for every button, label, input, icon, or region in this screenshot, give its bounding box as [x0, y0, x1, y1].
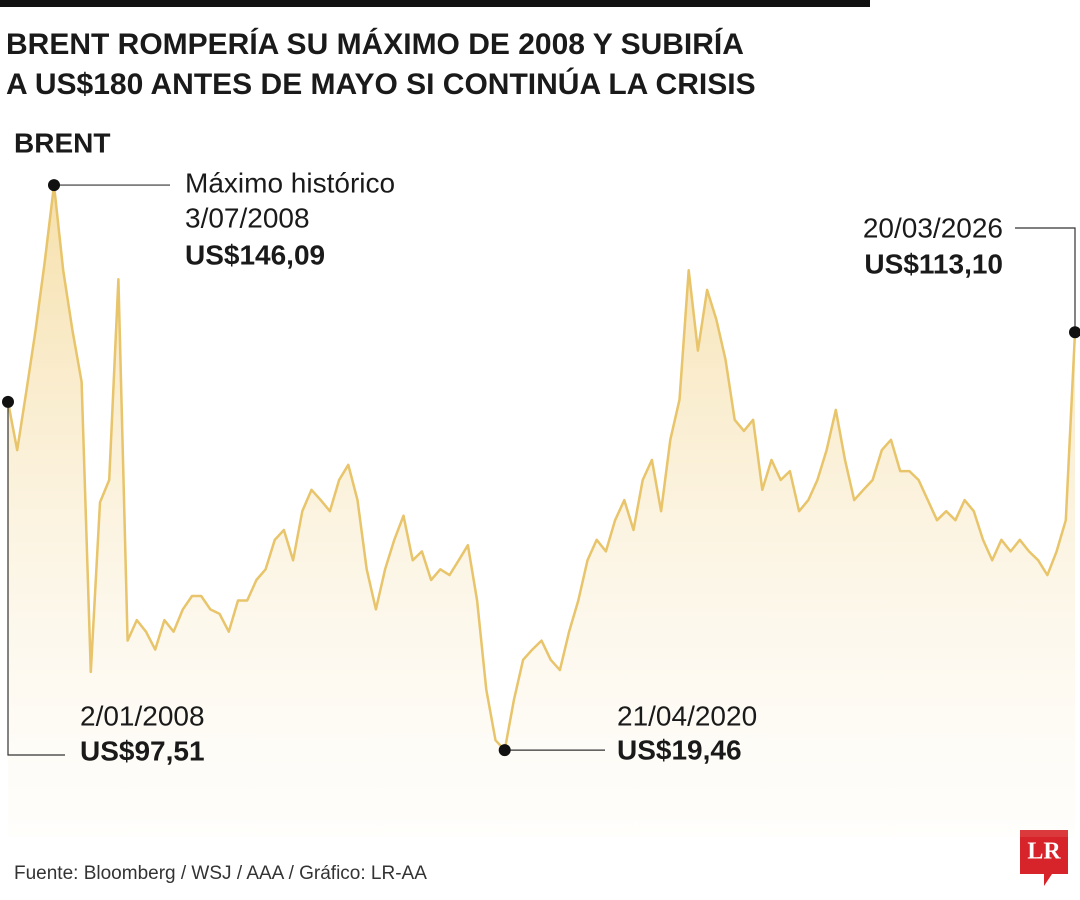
logo-text: LR [1027, 839, 1061, 865]
annotation-dot [2, 395, 14, 408]
annotation-value: US$113,10 [864, 248, 1003, 279]
annotation-value: US$19,46 [617, 734, 742, 765]
annotation-text: Máximo histórico [185, 167, 395, 198]
chart-title: A US$180 ANTES DE MAYO SI CONTINÚA LA CR… [6, 67, 756, 101]
annotation-dot [47, 179, 60, 192]
chart-title: BRENT ROMPERÍA SU MÁXIMO DE 2008 Y SUBIR… [6, 27, 744, 61]
annotation-text: 20/03/2026 [863, 212, 1003, 243]
line [6, 183, 1077, 752]
area [8, 185, 1075, 838]
top-bar [0, 0, 870, 7]
source: Fuente: Bloomberg / WSJ / AAA / Gráfico:… [14, 863, 427, 884]
annotation-text: 2/01/2008 [80, 700, 205, 731]
annotation-dot [1069, 326, 1080, 339]
logo: LR [1020, 830, 1068, 886]
logo-box [1020, 830, 1068, 874]
leader-line [1015, 227, 1076, 333]
annotation-value: US$97,51 [80, 735, 205, 766]
annotation-text: 21/04/2020 [617, 700, 757, 731]
leader-line [7, 401, 65, 756]
logo-tail [1044, 874, 1052, 886]
annotation-text: 3/07/2008 [185, 202, 310, 233]
annotation-dot [498, 744, 511, 757]
annotation-value: US$146,09 [185, 239, 325, 270]
subtitle: BRENT [14, 127, 110, 158]
